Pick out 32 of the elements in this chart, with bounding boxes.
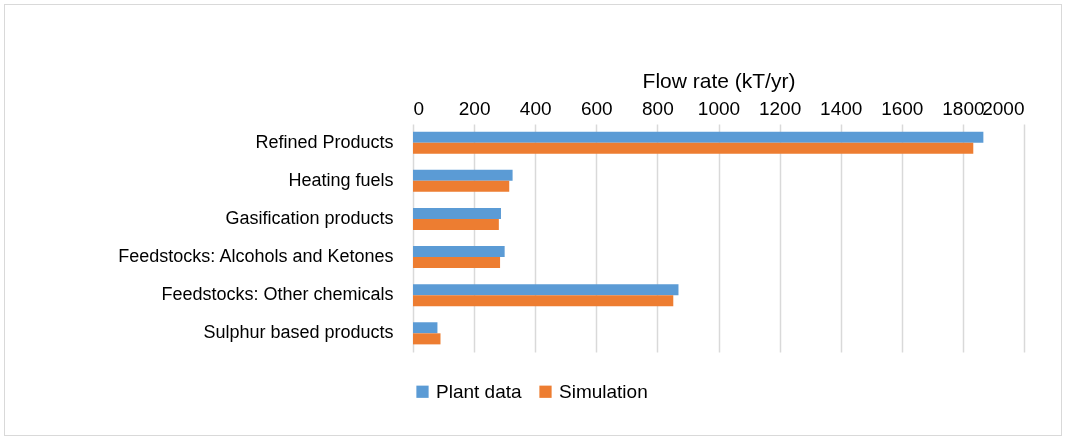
bar bbox=[413, 284, 679, 296]
x-tick-label: 1400 bbox=[820, 97, 863, 119]
y-tick-label: Gasification products bbox=[225, 207, 394, 228]
x-tick-label: 1800 bbox=[942, 97, 985, 119]
y-tick-label: Heating fuels bbox=[288, 169, 394, 190]
bar bbox=[413, 180, 510, 192]
legend-label: Plant data bbox=[436, 380, 522, 402]
x-tick-label: 1000 bbox=[697, 97, 741, 119]
x-axis-title: Flow rate (kT/yr) bbox=[642, 68, 796, 92]
bar bbox=[413, 333, 441, 345]
x-tick-label: 800 bbox=[642, 97, 674, 119]
bar bbox=[413, 218, 499, 230]
bar bbox=[413, 169, 513, 181]
bar bbox=[413, 142, 974, 154]
x-tick-label: 600 bbox=[580, 97, 613, 119]
x-tick-label: 2000 bbox=[982, 97, 1025, 119]
x-tick-label: 1600 bbox=[881, 97, 924, 119]
bar bbox=[413, 246, 505, 258]
x-tick-label: 1200 bbox=[758, 97, 802, 119]
bar bbox=[413, 131, 984, 143]
legend-label: Simulation bbox=[559, 380, 648, 402]
bar bbox=[413, 257, 501, 269]
y-tick-label: Refined Products bbox=[255, 131, 394, 152]
y-tick-label: Sulphur based products bbox=[203, 322, 394, 343]
bar bbox=[413, 322, 438, 334]
x-tick-label: 200 bbox=[458, 97, 491, 119]
x-tick-label: 0 bbox=[413, 97, 425, 119]
y-tick-label: Feedstocks: Other chemicals bbox=[161, 284, 394, 305]
bar bbox=[413, 295, 674, 307]
x-tick-label: 400 bbox=[519, 97, 552, 119]
bar bbox=[413, 207, 501, 219]
y-tick-label: Feedstocks: Alcohols and Ketones bbox=[118, 246, 394, 267]
